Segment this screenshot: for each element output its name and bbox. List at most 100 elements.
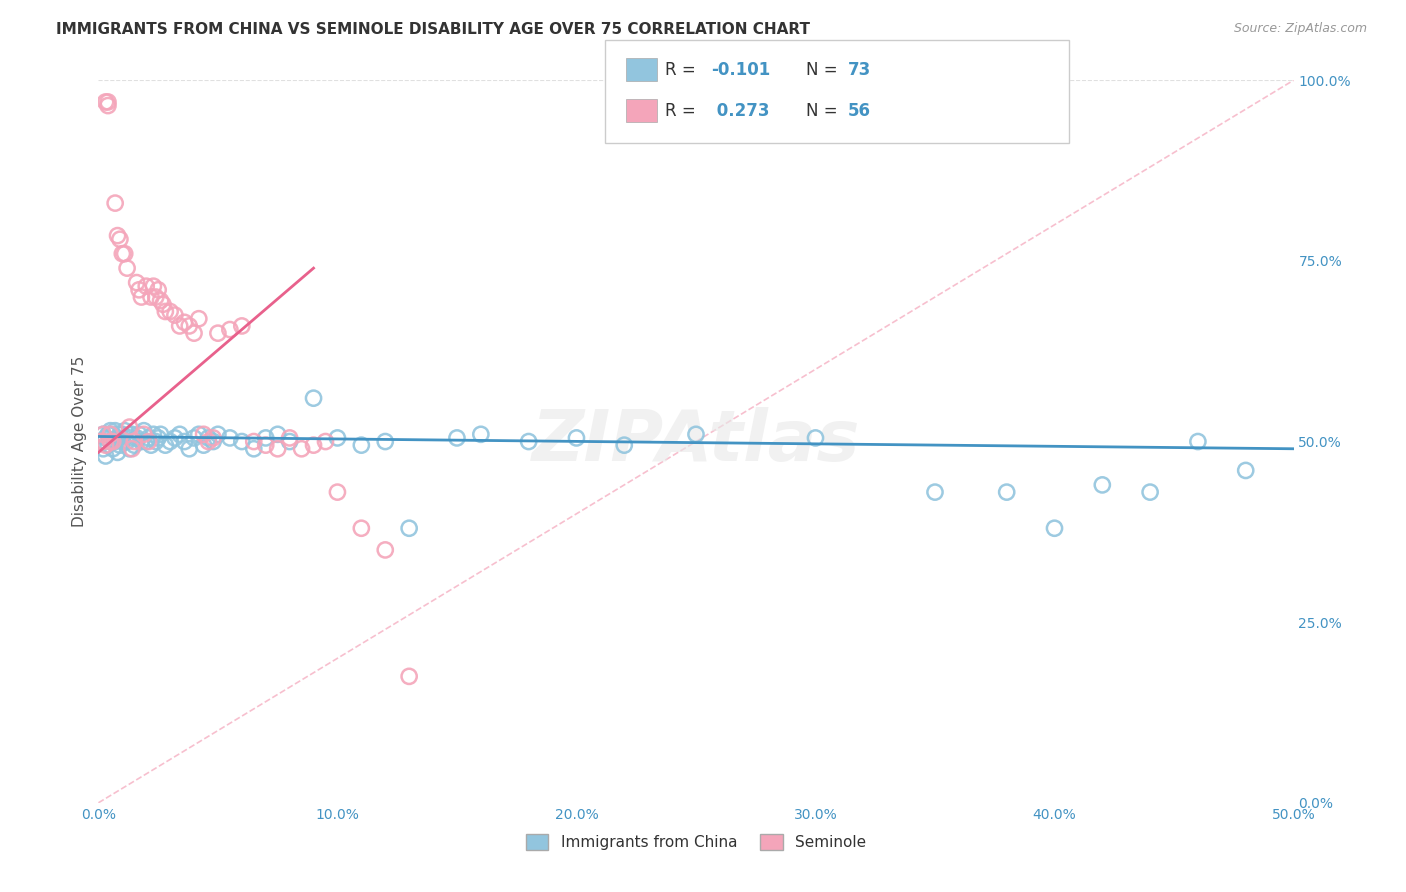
Point xyxy=(145,290,167,304)
Point xyxy=(90,434,112,449)
Point xyxy=(94,95,117,109)
Point xyxy=(565,431,588,445)
Point xyxy=(101,434,124,449)
Point xyxy=(108,427,131,442)
Point xyxy=(243,442,266,456)
Point xyxy=(104,196,127,211)
Point xyxy=(101,442,124,456)
Point xyxy=(374,542,396,557)
Point xyxy=(98,427,122,442)
Point xyxy=(173,434,195,449)
Text: ZIPAtlas: ZIPAtlas xyxy=(531,407,860,476)
Point xyxy=(91,427,114,442)
Point xyxy=(278,431,301,445)
Point xyxy=(202,434,225,449)
Point xyxy=(94,449,117,463)
Point xyxy=(446,431,468,445)
Point xyxy=(128,283,150,297)
Point xyxy=(111,427,134,442)
Point xyxy=(152,297,174,311)
Point xyxy=(219,322,242,336)
Point xyxy=(124,434,146,449)
Text: -0.101: -0.101 xyxy=(711,61,770,78)
Point xyxy=(135,434,157,449)
Point xyxy=(118,431,141,445)
Point xyxy=(114,246,136,260)
Text: 73: 73 xyxy=(848,61,872,78)
Point xyxy=(278,434,301,449)
Point xyxy=(128,427,150,442)
Point xyxy=(107,445,129,459)
Point xyxy=(155,438,177,452)
Point xyxy=(231,318,253,333)
Point xyxy=(148,283,170,297)
Point xyxy=(142,427,165,442)
Point xyxy=(398,669,420,683)
Point xyxy=(138,434,160,449)
Point xyxy=(97,438,120,452)
Point xyxy=(1234,463,1257,477)
Point xyxy=(302,438,325,452)
Point xyxy=(254,438,277,452)
Point xyxy=(924,485,946,500)
Point xyxy=(148,431,170,445)
Point xyxy=(1091,478,1114,492)
Point xyxy=(804,431,827,445)
Point xyxy=(685,427,707,442)
Point xyxy=(139,290,162,304)
Text: N =: N = xyxy=(806,61,842,78)
Point xyxy=(121,427,143,442)
Point xyxy=(98,434,122,449)
Point xyxy=(101,427,124,442)
Y-axis label: Disability Age Over 75: Disability Age Over 75 xyxy=(72,356,87,527)
Point xyxy=(111,246,134,260)
Point xyxy=(169,427,191,442)
Point xyxy=(254,431,277,445)
Point xyxy=(163,308,186,322)
Point xyxy=(613,438,636,452)
Point xyxy=(202,431,225,445)
Point xyxy=(219,431,242,445)
Point xyxy=(155,304,177,318)
Point xyxy=(267,442,290,456)
Point xyxy=(107,228,129,243)
Point xyxy=(118,420,141,434)
Point xyxy=(142,279,165,293)
Point xyxy=(267,427,290,442)
Point xyxy=(193,438,215,452)
Point xyxy=(114,424,136,438)
Point xyxy=(187,311,209,326)
Point xyxy=(135,279,157,293)
Point xyxy=(145,434,167,449)
Point xyxy=(326,431,349,445)
Point xyxy=(231,434,253,449)
Point xyxy=(207,326,229,340)
Point xyxy=(179,318,201,333)
Point xyxy=(132,427,155,442)
Point xyxy=(124,438,146,452)
Point xyxy=(243,434,266,449)
Point xyxy=(91,427,114,442)
Point xyxy=(291,442,314,456)
Point xyxy=(131,290,153,304)
Point xyxy=(302,391,325,405)
Point xyxy=(1043,521,1066,535)
Point xyxy=(97,98,120,112)
Text: Source: ZipAtlas.com: Source: ZipAtlas.com xyxy=(1233,22,1367,36)
Point xyxy=(350,521,373,535)
Point xyxy=(94,438,117,452)
Point xyxy=(315,434,337,449)
Point xyxy=(207,427,229,442)
Point xyxy=(163,431,186,445)
Text: N =: N = xyxy=(806,102,842,120)
Point xyxy=(995,485,1018,500)
Point xyxy=(197,431,219,445)
Point xyxy=(108,438,131,452)
Point xyxy=(350,438,373,452)
Point xyxy=(97,427,120,442)
Point xyxy=(90,434,112,449)
Point xyxy=(125,276,148,290)
Point xyxy=(326,485,349,500)
Point xyxy=(98,434,122,449)
Text: 0.273: 0.273 xyxy=(711,102,770,120)
